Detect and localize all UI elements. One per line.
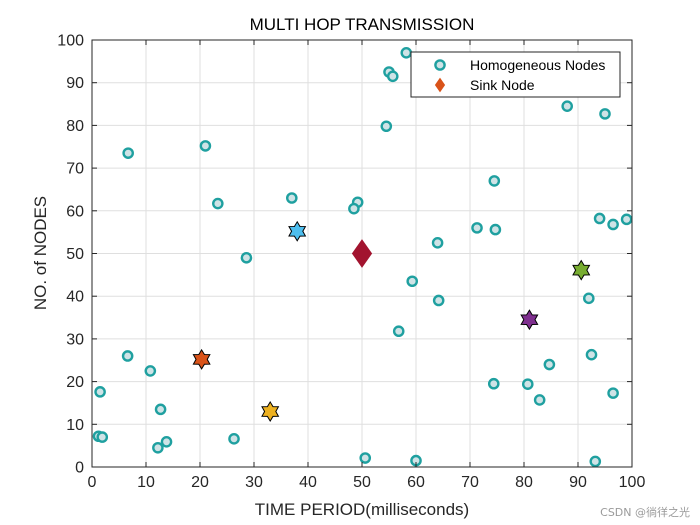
homogeneous-node-point <box>607 218 619 231</box>
x-tick-label: 70 <box>461 474 479 491</box>
legend-marker-sink-node <box>434 77 446 93</box>
chart-title: MULTI HOP TRANSMISSION <box>250 15 475 34</box>
y-tick-label: 30 <box>66 331 84 348</box>
homogeneous-node-point <box>471 222 483 234</box>
homogeneous-node-point <box>432 294 445 307</box>
homogeneous-node-point <box>589 455 602 468</box>
homogeneous-node-point <box>585 348 598 361</box>
cluster-head-star <box>288 220 307 242</box>
homogeneous-node-point <box>240 251 253 264</box>
y-tick-label: 50 <box>66 246 84 263</box>
x-tick-label: 20 <box>191 474 209 491</box>
homogeneous-node-point <box>543 358 556 371</box>
homogeneous-node-point <box>144 365 157 377</box>
cluster-head-star <box>192 348 211 370</box>
homogeneous-node-point <box>561 100 574 112</box>
cluster-head-star <box>572 259 591 281</box>
x-axis-label: TIME PERIOD(milliseconds) <box>255 500 469 519</box>
x-tick-label: 50 <box>353 474 371 491</box>
homogeneous-node-point <box>228 433 240 445</box>
homogeneous-node-point <box>489 223 502 236</box>
homogeneous-node-point <box>607 387 619 399</box>
homogeneous-node-point <box>160 436 173 448</box>
homogeneous-node-point <box>94 386 106 398</box>
legend-box <box>410 51 621 98</box>
homogeneous-node-point <box>359 452 372 464</box>
x-tick-label: 90 <box>569 474 587 491</box>
homogeneous-node-point <box>380 120 393 133</box>
x-tick-label: 40 <box>299 474 317 491</box>
x-tick-label: 0 <box>88 474 97 491</box>
cluster-head-star <box>520 309 539 331</box>
legend-label-homogeneous-nodes: Homogeneous Nodes <box>470 57 605 73</box>
homogeneous-node-point <box>199 140 212 152</box>
homogeneous-node-point <box>593 212 606 225</box>
homogeneous-node-point <box>533 394 546 406</box>
x-tick-label: 60 <box>407 474 425 491</box>
y-tick-label: 60 <box>66 203 84 220</box>
watermark: CSDN @徜徉之光 <box>600 505 690 519</box>
y-tick-label: 40 <box>66 289 84 306</box>
homogeneous-node-point <box>431 237 444 249</box>
legend-label-sink-node: Sink Node <box>470 77 535 93</box>
x-tick-label: 80 <box>515 474 533 491</box>
y-tick-label: 80 <box>66 118 84 135</box>
x-tick-label: 30 <box>245 474 263 491</box>
cluster-head-star <box>261 401 280 422</box>
sink-node-point <box>351 239 373 268</box>
homogeneous-node-point <box>488 175 501 187</box>
homogeneous-node-point <box>152 441 164 454</box>
homogeneous-node-point <box>583 292 595 305</box>
axes: 0 10 20 30 40 50 60 70 80 90 100 0 10 20 30 40 50 60 70 80 9… <box>57 33 645 492</box>
legend-marker-homogeneous-nodes <box>434 59 446 71</box>
y-tick-label: 90 <box>66 75 84 92</box>
x-tick-label: 10 <box>137 474 155 491</box>
homogeneous-node-point <box>348 202 360 215</box>
homogeneous-node-point <box>521 378 534 390</box>
homogeneous-node-point <box>96 431 109 443</box>
homogeneous-node-point <box>154 403 167 416</box>
y-tick-label: 100 <box>57 33 84 50</box>
homogeneous-node-point <box>599 108 611 120</box>
data-points <box>92 47 633 468</box>
y-axis-label: NO. of NODES <box>31 196 50 310</box>
legend: Homogeneous Nodes Sink Node <box>410 51 621 98</box>
y-tick-label: 20 <box>66 374 84 391</box>
homogeneous-node-point <box>122 147 134 159</box>
homogeneous-node-point <box>212 197 224 210</box>
homogeneous-node-point <box>620 213 633 226</box>
homogeneous-node-point <box>487 377 500 390</box>
homogeneous-node-point <box>121 350 134 362</box>
homogeneous-node-point <box>392 325 405 338</box>
homogeneous-node-point <box>386 70 399 83</box>
y-tick-label: 10 <box>66 417 84 434</box>
x-tick-label: 100 <box>619 474 646 491</box>
homogeneous-node-point <box>400 47 413 59</box>
y-tick-label: 0 <box>75 460 84 477</box>
homogeneous-node-point <box>285 192 298 204</box>
homogeneous-node-point <box>406 275 419 288</box>
y-tick-label: 70 <box>66 161 84 178</box>
